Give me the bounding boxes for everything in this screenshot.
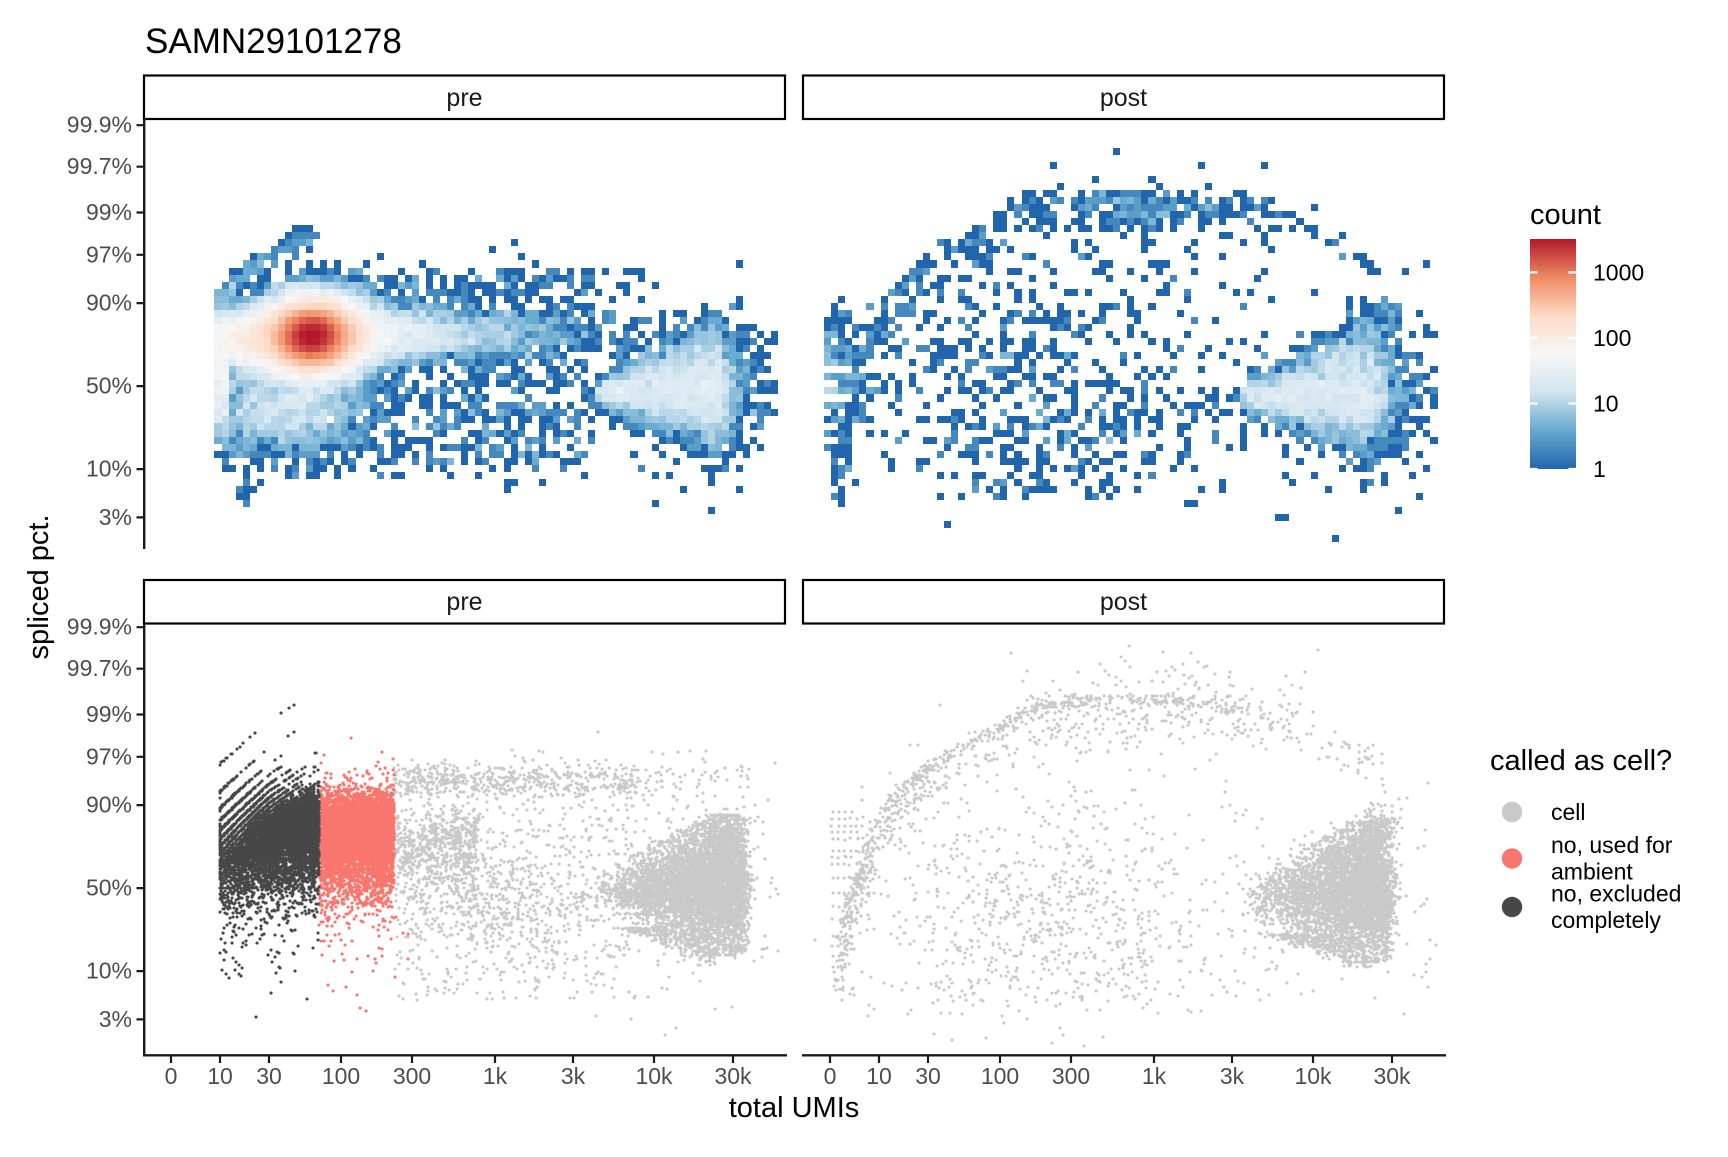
svg-text:post: post <box>1100 588 1147 616</box>
svg-text:10: 10 <box>207 1063 233 1089</box>
svg-text:pre: pre <box>446 588 482 616</box>
svg-text:10: 10 <box>866 1063 892 1089</box>
svg-text:3%: 3% <box>99 504 132 530</box>
svg-text:10k: 10k <box>635 1063 673 1089</box>
svg-text:30: 30 <box>256 1063 282 1089</box>
svg-text:called as cell?: called as cell? <box>1490 745 1672 777</box>
svg-text:90%: 90% <box>86 792 132 818</box>
svg-text:99.7%: 99.7% <box>67 655 132 681</box>
svg-text:3%: 3% <box>99 1006 132 1032</box>
svg-text:300: 300 <box>393 1063 431 1089</box>
svg-text:3k: 3k <box>561 1063 586 1089</box>
svg-text:30k: 30k <box>714 1063 752 1089</box>
svg-text:10%: 10% <box>86 456 132 482</box>
svg-text:30k: 30k <box>1373 1063 1411 1089</box>
svg-text:99%: 99% <box>86 701 132 727</box>
svg-text:SAMN29101278: SAMN29101278 <box>145 22 402 61</box>
svg-text:1000: 1000 <box>1593 259 1644 285</box>
svg-text:50%: 50% <box>86 875 132 901</box>
svg-text:99.7%: 99.7% <box>67 153 132 179</box>
svg-text:97%: 97% <box>86 241 132 267</box>
svg-text:post: post <box>1100 84 1147 112</box>
svg-text:50%: 50% <box>86 373 132 399</box>
svg-text:10%: 10% <box>86 958 132 984</box>
svg-text:10k: 10k <box>1294 1063 1332 1089</box>
svg-text:30: 30 <box>915 1063 941 1089</box>
svg-text:no, excluded: no, excluded <box>1551 881 1681 907</box>
svg-text:100: 100 <box>322 1063 360 1089</box>
svg-text:1k: 1k <box>483 1063 508 1089</box>
svg-text:3k: 3k <box>1220 1063 1245 1089</box>
svg-text:1: 1 <box>1593 456 1606 482</box>
svg-text:90%: 90% <box>86 290 132 316</box>
svg-text:100: 100 <box>1593 325 1631 351</box>
svg-text:0: 0 <box>824 1063 837 1089</box>
svg-text:0: 0 <box>165 1063 178 1089</box>
svg-text:300: 300 <box>1052 1063 1090 1089</box>
svg-text:99.9%: 99.9% <box>67 614 132 640</box>
svg-text:count: count <box>1530 199 1601 231</box>
svg-text:spliced pct.: spliced pct. <box>23 514 55 659</box>
svg-text:ambient: ambient <box>1551 859 1633 885</box>
svg-text:1k: 1k <box>1142 1063 1167 1089</box>
svg-text:99.9%: 99.9% <box>67 112 132 138</box>
svg-text:97%: 97% <box>86 743 132 769</box>
svg-text:pre: pre <box>446 84 482 112</box>
svg-text:99%: 99% <box>86 199 132 225</box>
svg-text:total UMIs: total UMIs <box>729 1092 860 1124</box>
svg-text:100: 100 <box>981 1063 1019 1089</box>
svg-text:cell: cell <box>1551 799 1586 825</box>
svg-text:completely: completely <box>1551 907 1661 933</box>
svg-text:10: 10 <box>1593 391 1619 417</box>
svg-text:no, used for: no, used for <box>1551 832 1673 858</box>
